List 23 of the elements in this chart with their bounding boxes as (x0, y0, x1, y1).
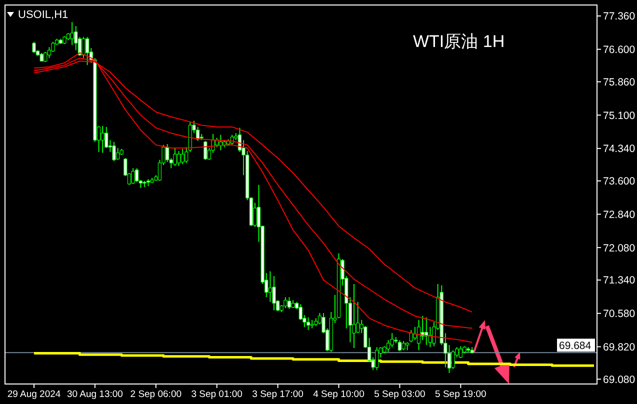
x-tick-label: 3 Sep 17:00 (252, 389, 304, 400)
y-tick-label: 70.580 (603, 308, 636, 320)
y-tick-label: 75.100 (603, 110, 636, 122)
y-tick-label: 71.340 (603, 274, 636, 287)
ref-line-label: 69.684 (559, 340, 592, 352)
annotation: WTI原油 1H (413, 32, 505, 51)
x-tick-label: 2 Sep 06:00 (130, 389, 182, 400)
x-tick-label: 5 Sep 19:00 (435, 389, 486, 400)
x-tick-label: 29 Aug 2024 (7, 389, 61, 400)
y-tick-label: 74.340 (603, 143, 636, 156)
y-tick-label: 73.600 (603, 176, 636, 188)
y-tick-label: 72.080 (603, 242, 636, 254)
y-tick-label: 69.820 (603, 341, 636, 354)
x-tick-label: 4 Sep 10:00 (313, 389, 364, 400)
y-tick-label: 75.860 (603, 76, 636, 88)
x-tick-label: 30 Aug 13:00 (66, 389, 123, 400)
y-tick-label: 72.840 (603, 208, 636, 221)
chart-title: USOIL,H1 (18, 9, 68, 21)
y-tick-label: 76.600 (603, 44, 636, 56)
x-tick-label: 3 Sep 01:00 (191, 389, 242, 400)
x-tick-label: 5 Sep 03:00 (374, 389, 426, 400)
y-tick-label: 69.080 (603, 374, 636, 386)
y-tick-label: 77.360 (603, 10, 636, 23)
